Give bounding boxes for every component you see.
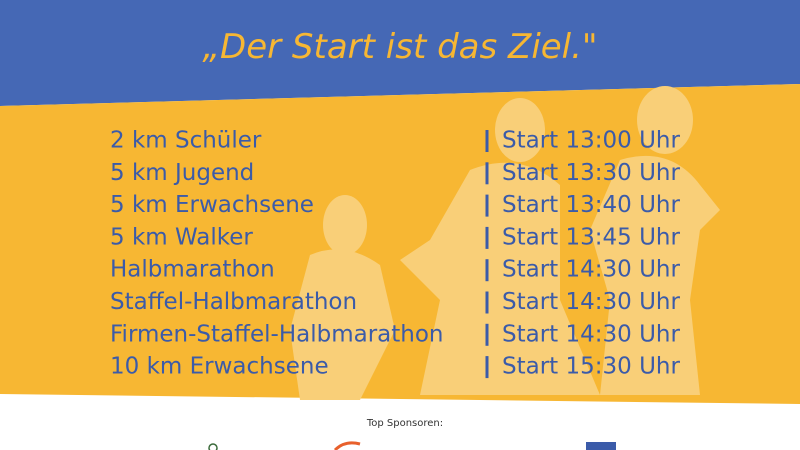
event-name: 10 km Erwachsene — [110, 354, 329, 380]
silhouette-head — [637, 86, 693, 154]
event-name: Firmen-Staffel-Halbmarathon — [110, 321, 444, 347]
start-time: Start 14:30 Uhr — [502, 289, 681, 315]
event-name: Halbmarathon — [110, 257, 275, 283]
start-time: Start 13:30 Uhr — [502, 160, 681, 186]
start-time: Start 13:45 Uhr — [502, 224, 681, 250]
start-time: Start 13:40 Uhr — [502, 192, 681, 218]
start-time: Start 14:30 Uhr — [502, 321, 681, 347]
silhouette-body — [400, 162, 600, 395]
event-name: Staffel-Halbmarathon — [110, 289, 357, 315]
event-name: 5 km Erwachsene — [110, 192, 314, 218]
blue-band — [0, 0, 800, 106]
event-name: 5 km Jugend — [110, 160, 254, 186]
title: „Der Start ist das Ziel." — [202, 27, 597, 67]
silhouette-body — [290, 249, 395, 400]
yellow-band — [0, 84, 800, 404]
runner-silhouettes — [290, 86, 720, 400]
silhouette-body — [590, 155, 720, 395]
event-name: 5 km Walker — [110, 224, 253, 250]
silhouette-head — [495, 98, 545, 162]
sponsor-logo — [208, 443, 218, 450]
sponsor-logo — [586, 442, 616, 450]
event-name: 2 km Schüler — [110, 128, 262, 154]
sponsor-logo — [333, 441, 361, 450]
start-time: Start 15:30 Uhr — [502, 354, 681, 380]
silhouette-head — [323, 195, 367, 255]
sponsors-label: Top Sponsoren: — [366, 418, 443, 429]
start-time: Start 13:00 Uhr — [502, 128, 681, 154]
schedule: 2 km Schüler Start 13:00 Uhr 5 km Jugend St… — [110, 128, 681, 380]
start-time: Start 14:30 Uhr — [502, 257, 681, 283]
